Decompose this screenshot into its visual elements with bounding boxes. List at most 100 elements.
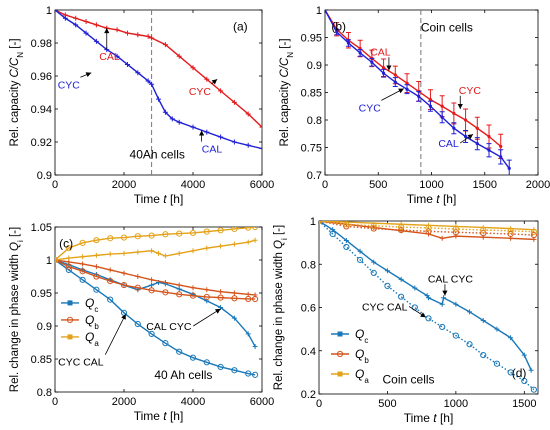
panel-d-data-point [521, 377, 528, 385]
panel-a-xlabel: Time t [h] [134, 192, 184, 206]
panel-c-legend-label: Qc [85, 296, 98, 314]
panel-a-data-point [245, 111, 251, 117]
panel-b-annotation-arrowhead [457, 104, 463, 109]
panel-d-series-line [319, 221, 534, 233]
panel-a-panel-label: (a) [233, 20, 248, 34]
panel-b-ytick-label: 0.95 [301, 33, 322, 45]
panel-c-data-point [189, 292, 197, 299]
panel-b-ylabel-unit: [-] [279, 38, 291, 51]
panel-b-data-point [499, 144, 503, 148]
panel-d-data-point [521, 352, 527, 358]
panel-c-ytick-label: 1 [46, 255, 52, 267]
panel-d-legend-sub: b [364, 356, 369, 365]
panel-c-data-point [66, 255, 72, 261]
panel-c-data-point [134, 284, 141, 291]
panel-b-xlabel-unit: [h] [440, 192, 457, 206]
panel-c-data-point [245, 331, 251, 337]
panel-a-data-point [162, 109, 168, 115]
panel-b-annotation-1: CYC [457, 85, 481, 109]
panel-c-data-point [190, 248, 196, 254]
panel-a-data-point [114, 53, 120, 59]
panel-d-annotation-1: CYC CAL [362, 301, 426, 318]
panel-a-data-point [73, 15, 79, 21]
panel-d-data-point [530, 386, 537, 393]
panel-a-ylabel: Rel. capacity C/CN [-] [9, 38, 25, 146]
panel-d-data-point [507, 369, 514, 376]
panel-b-data-point [440, 115, 444, 119]
panel-d-data-point [371, 259, 377, 265]
panel-c-data-point [135, 274, 141, 279]
panel-a-data-point [259, 124, 262, 130]
panel-c-xlabel: Time t [h] [134, 409, 184, 423]
panel-d-axes-box [318, 220, 539, 395]
panel-c-data-point [55, 257, 58, 263]
panel-d-data-point [508, 235, 514, 241]
panel-b-series-line [325, 10, 502, 147]
panel-d-annotation-text: CYC CAL [362, 301, 408, 313]
panel-a-data-point [62, 15, 68, 21]
panel-a-data [55, 10, 262, 152]
panel-c-legend-label: Qa [85, 330, 99, 348]
panel-c-legend-marker [67, 300, 73, 306]
panel-d-data-point [371, 221, 377, 226]
panel-a-series-0 [55, 10, 262, 130]
panel-a-data-point [145, 33, 151, 39]
panel-b-annotation-arrowhead [467, 134, 474, 140]
panel-d-xtick-label: 1500 [512, 398, 536, 410]
panel-c-annotation-arrow [104, 313, 127, 355]
panel-c-data-point [217, 294, 224, 301]
panel-b-data-point [417, 94, 421, 98]
panel-d-data-point [426, 231, 431, 237]
panel-c-data-point [252, 227, 259, 231]
panel-c-data-point [93, 252, 99, 258]
panel-b-series-0 [325, 10, 504, 159]
panel-d-phase-width-coin: 0 500 1000 1500 0.2 0.4 0.6 0.8 1 Time t [h] Rel. … [273, 216, 539, 425]
panel-b-axes-box [324, 9, 539, 176]
panel-d-data-point [452, 332, 459, 339]
panel-c-data-point [203, 359, 210, 366]
panel-c-data-point [231, 315, 237, 321]
panel-c-data-point [80, 261, 86, 267]
panel-c-data-point [93, 237, 100, 244]
panel-c-data [55, 227, 259, 378]
panel-c-series-3 [55, 257, 258, 298]
panel-d-data-point [467, 309, 473, 315]
panel-b-annotation-3: CAL [438, 133, 474, 150]
panel-d-legend-var: Q [355, 327, 364, 341]
panel-c-data-point [79, 276, 86, 283]
panel-c-data-point [176, 291, 183, 298]
panel-a-annotation-arrowhead [211, 79, 218, 85]
panel-d-data [319, 221, 537, 393]
panel-a-data-point [204, 129, 210, 135]
panel-b-xtick-label: 1500 [473, 179, 497, 191]
panel-b-data-point [452, 126, 456, 130]
panel-d-xlabel-prefix: Time [404, 411, 434, 425]
panel-c-data-point [148, 330, 155, 338]
panel-a-data-point [218, 88, 224, 94]
panel-c-xlabel-unit: [h] [167, 409, 184, 423]
panel-c-series-0 [55, 256, 259, 378]
panel-c-ylabel: Rel. change in phase width Qi [-] [9, 227, 25, 392]
panel-d-ytick-label: 1 [310, 216, 316, 228]
panel-a-data-point [190, 65, 196, 71]
panel-c-data-point [107, 267, 113, 273]
panel-a-data-point [124, 30, 130, 36]
panel-d-xtick-label: 1000 [444, 398, 468, 410]
panel-b-xlabel-prefix: Time [407, 192, 437, 206]
panel-b-ylabel: Rel. capacity C/CN [-] [279, 38, 295, 146]
panel-a-data-point [73, 22, 79, 28]
panel-a-data-point [93, 38, 99, 44]
panel-c-data-point [148, 287, 155, 294]
panel-d-legend-sub: c [364, 336, 368, 345]
panel-d-data-point [480, 351, 487, 359]
panel-d-series-line [319, 221, 534, 236]
panel-c-legend-sub: c [94, 304, 98, 313]
panel-b-data-point [381, 66, 386, 70]
panel-b-xtick-label: 2000 [526, 179, 550, 191]
panel-a-ylabel-var: C/C [9, 57, 21, 78]
panel-c-data-point [162, 253, 168, 259]
panel-b-data-point [475, 126, 479, 130]
panel-b-data-point [507, 166, 511, 170]
panel-b-xlabel: Time t [h] [407, 192, 457, 206]
